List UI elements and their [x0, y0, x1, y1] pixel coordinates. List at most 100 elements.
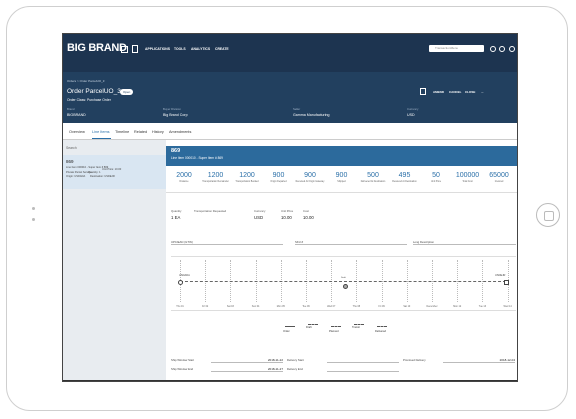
divider	[166, 192, 517, 193]
identifier-label: SKU #	[295, 240, 304, 244]
timeline-date: Sat 10	[403, 305, 411, 308]
date-label: Delivery Start	[287, 358, 304, 362]
nav-menu-item[interactable]: TOOLS	[174, 47, 186, 51]
tab[interactable]: History	[152, 130, 164, 134]
field-label: Currency	[407, 107, 419, 111]
tab[interactable]: Timeline	[115, 130, 130, 134]
doc-icon[interactable]	[132, 45, 138, 53]
detail-field-value: 10.00	[281, 215, 292, 220]
timeline-date: Tue 13	[478, 305, 487, 308]
nav-icon[interactable]	[490, 46, 496, 52]
metric-value: 900	[272, 172, 285, 179]
detail-field-value: USD	[254, 215, 264, 220]
detail-field-label: Unit Price	[281, 209, 294, 213]
detail-field-label: Currency	[254, 209, 266, 213]
legend-symbol	[308, 324, 318, 325]
tab[interactable]: Overview	[69, 130, 85, 134]
item-line: Private Parcel Service	[66, 171, 92, 174]
tab[interactable]: Line Items	[92, 130, 110, 134]
home-icon[interactable]	[121, 46, 128, 53]
date-label: Promised Delivery	[403, 358, 426, 362]
list-item[interactable]	[63, 155, 166, 189]
header-action[interactable]: CLOSE	[465, 90, 476, 94]
date-value: 2018-12-04	[499, 358, 515, 362]
metric-label: Received At Destination	[392, 181, 417, 183]
timeline-box	[171, 256, 516, 311]
metric-label: Unit Price	[431, 181, 441, 183]
header-action[interactable]: AMEND	[433, 90, 444, 94]
timeline-date: Sat 03	[226, 305, 234, 308]
nav-icon[interactable]	[509, 46, 515, 52]
legend-symbol	[377, 326, 387, 327]
detail-title: Line Item 000010 - Super Item # 869	[171, 156, 223, 160]
detail-header	[166, 146, 517, 166]
breadcrumb[interactable]: Orders > Order ParcelUO_3	[67, 79, 105, 83]
detail-field-label: Cost	[303, 209, 309, 213]
legend-symbol	[331, 326, 341, 327]
timeline-date: Wed 07	[327, 305, 336, 308]
field-value: BIGBRAND	[67, 113, 86, 117]
metric-label: Received At Origin Gateway	[295, 181, 325, 183]
metric-label: Invoiced	[494, 181, 504, 183]
nav-icon[interactable]	[499, 46, 505, 52]
nav-menu-item[interactable]: ANALYTICS	[191, 47, 211, 51]
detail-id: 869	[171, 148, 181, 154]
timeline-date: Thu 08	[352, 305, 361, 308]
nav-menu-item[interactable]: CREATE	[215, 47, 229, 51]
timeline-date: Fri 02	[202, 305, 209, 308]
timeline-end-label: USDEJR	[495, 274, 506, 277]
date-value: 2018-11-27	[267, 367, 283, 371]
legend-symbol	[354, 324, 364, 325]
nav-menu-item[interactable]: APPLICATIONS	[145, 47, 170, 51]
field-label: Seller	[293, 107, 301, 111]
date-line	[211, 362, 283, 363]
metric-value: 900	[335, 172, 348, 179]
item-destination: Destination: USDEJR	[90, 175, 115, 178]
metric-label: Transportation Booked	[235, 181, 259, 183]
field-value: Gamma Manufacturing	[293, 113, 330, 117]
metric-label: Transportation Remainder	[202, 181, 229, 183]
detail-field-label: Quantity	[171, 209, 182, 213]
tab[interactable]: Amendments	[169, 130, 192, 134]
detail-field-value: 10.00	[303, 215, 314, 220]
metric-label: Distance	[179, 181, 189, 183]
legend-label: Delivered	[375, 330, 386, 333]
search-box[interactable]: TransactionMenu	[429, 45, 484, 52]
legend-label: Transit	[352, 326, 360, 329]
item-line: Unit Price: 10.00	[102, 168, 122, 171]
timeline-date: Mon 05	[276, 305, 285, 308]
header-action[interactable]: ...	[481, 90, 484, 94]
identifier-label: UPC/EAN (GTIN)	[171, 240, 193, 244]
camera	[32, 207, 35, 210]
date-line	[327, 362, 399, 363]
header-action[interactable]: CANCEL	[449, 90, 462, 94]
date-value: 2018-11-22	[267, 358, 283, 362]
metric-value: 1200	[239, 172, 255, 179]
sidebar-search[interactable]: Search	[66, 146, 77, 150]
identifier-label: Long Description	[413, 240, 434, 244]
date-label: Ship Window End	[171, 367, 194, 371]
tab-underline	[92, 137, 111, 139]
home-button[interactable]	[536, 203, 560, 227]
date-label: Delivery End	[287, 367, 303, 371]
timeline-start-label: USDADA	[179, 274, 190, 277]
status-badge: Open	[120, 88, 134, 95]
timeline-end	[504, 279, 509, 285]
field-label: Brand	[67, 107, 75, 111]
tab[interactable]: Related	[134, 130, 148, 134]
metric-label: Origin Departed	[270, 181, 287, 183]
timeline-date: Wed 14	[503, 305, 512, 308]
metric-value: 500	[367, 172, 379, 179]
legend-label: Planned	[329, 330, 339, 333]
timeline-date: December	[426, 305, 438, 308]
timeline-mid-label: Draft	[341, 277, 346, 279]
legend-label: Draft	[306, 326, 312, 329]
metric-value: 495	[398, 172, 411, 179]
metric-label: Delivered At Destination	[360, 181, 386, 183]
metric-value: 100000	[455, 172, 480, 179]
panel-icon	[420, 88, 426, 95]
sensor	[32, 218, 35, 221]
nav-bar	[63, 34, 517, 72]
date-line	[443, 362, 515, 363]
